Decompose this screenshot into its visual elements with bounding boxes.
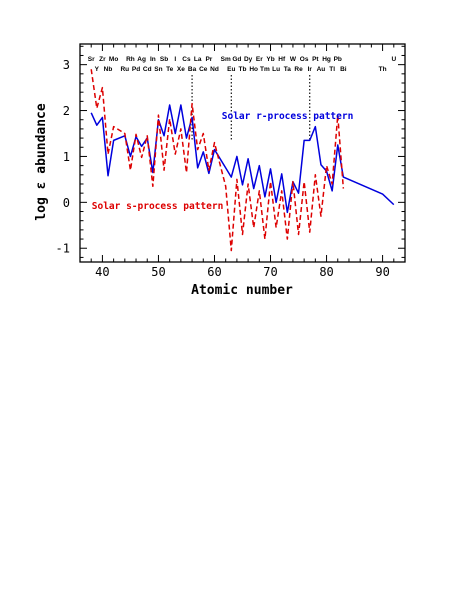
element-label-top: Mo <box>109 56 118 63</box>
element-label-bottom: Tb <box>239 66 247 73</box>
x-tick-label: 80 <box>319 265 333 279</box>
s-process-line <box>90 69 345 252</box>
y-tick-label: 1 <box>63 150 70 164</box>
element-label-bottom: Tm <box>260 66 270 73</box>
element-label-top: Pr <box>205 56 212 63</box>
element-label-top: Er <box>256 56 263 63</box>
y-tick-label: 2 <box>63 104 70 118</box>
element-label-bottom: Ho <box>249 66 258 73</box>
series-annotation: Solar r-process pattern <box>222 111 354 122</box>
element-label-top: Gd <box>232 56 241 63</box>
x-tick-label: 90 <box>375 265 389 279</box>
element-label-bottom: Nd <box>210 66 219 73</box>
element-label-top: Pt <box>312 56 319 63</box>
x-tick-label: 60 <box>207 265 221 279</box>
element-label-top: Ag <box>137 56 146 63</box>
x-tick-label: 50 <box>151 265 165 279</box>
y-axis-label: log ε abundance <box>34 103 49 221</box>
x-tick-label: 40 <box>95 265 109 279</box>
plot-frame <box>79 43 406 263</box>
element-label-top: Pb <box>334 56 342 63</box>
element-label-bottom: Au <box>317 66 326 73</box>
series-annotation: Solar s-process pattern <box>92 201 224 212</box>
element-label-bottom: Lu <box>272 66 280 73</box>
x-tick-label: 70 <box>263 265 277 279</box>
element-label-bottom: Sn <box>154 66 162 73</box>
element-label-top: Sm <box>221 56 231 63</box>
element-label-bottom: Ba <box>188 66 197 73</box>
element-label-bottom: Y <box>95 66 100 73</box>
x-axis-label: Atomic number <box>191 283 293 298</box>
element-label-top: Yb <box>266 56 274 63</box>
element-label-bottom: Re <box>294 66 303 73</box>
element-label-bottom: Te <box>166 66 173 73</box>
element-label-top: La <box>194 56 202 63</box>
y-tick-label: 0 <box>63 196 70 210</box>
element-label-bottom: Bi <box>340 66 347 73</box>
element-label-top: I <box>174 56 176 63</box>
element-label-bottom: Cd <box>143 66 152 73</box>
element-label-top: Dy <box>244 56 253 63</box>
element-label-top: Hg <box>322 56 331 63</box>
element-label-top: U <box>391 56 396 63</box>
element-label-top: Sb <box>160 56 168 63</box>
element-label-top: W <box>290 56 297 63</box>
element-label-bottom: Ru <box>120 66 129 73</box>
element-label-bottom: Th <box>379 66 387 73</box>
element-label-top: Rh <box>126 56 135 63</box>
element-label-bottom: Ta <box>284 66 291 73</box>
element-label-top: Os <box>300 56 309 63</box>
element-label-bottom: Eu <box>227 66 235 73</box>
y-tick-label: -1 <box>56 242 70 256</box>
element-label-top: Cs <box>182 56 191 63</box>
element-label-bottom: Xe <box>177 66 185 73</box>
element-label-bottom: Nb <box>104 66 113 73</box>
y-tick-label: 3 <box>63 58 70 72</box>
element-label-top: Sr <box>88 56 95 63</box>
element-label-bottom: Tl <box>329 66 335 73</box>
r-process-line <box>90 104 395 214</box>
element-label-bottom: Ce <box>199 66 208 73</box>
element-label-bottom: Ir <box>308 66 313 73</box>
element-label-top: Hf <box>278 56 286 63</box>
element-label-top: In <box>150 56 156 63</box>
element-label-bottom: Pd <box>132 66 140 73</box>
element-label-top: Zr <box>99 56 106 63</box>
